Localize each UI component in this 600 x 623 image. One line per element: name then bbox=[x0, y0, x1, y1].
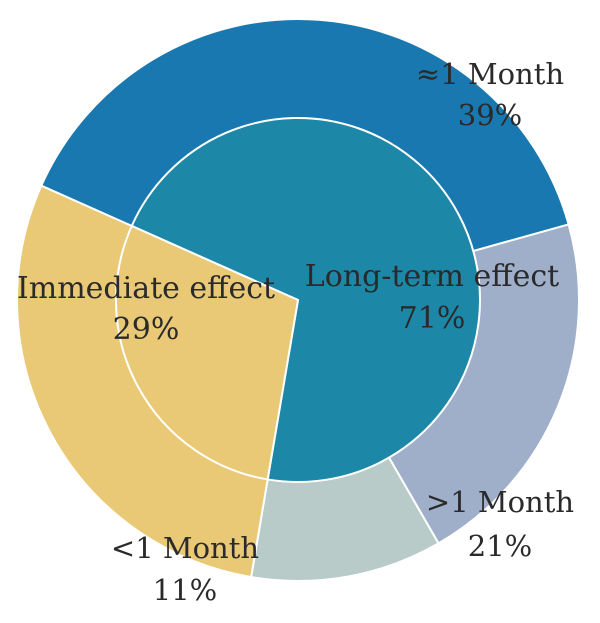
value-approx-1-month: 39% bbox=[458, 98, 522, 132]
inner-slice-long-term-effect bbox=[130, 117, 481, 483]
label-lt-1-month: <1 Month bbox=[111, 531, 259, 565]
label-immediate-effect: Immediate effect bbox=[17, 271, 275, 306]
inner-pie bbox=[114, 117, 481, 483]
inner-slice-immediate-effect bbox=[114, 224, 300, 481]
value-gt-1-month: 21% bbox=[468, 529, 532, 563]
value-immediate-effect: 29% bbox=[113, 312, 180, 347]
value-lt-1-month: 11% bbox=[153, 573, 217, 607]
label-gt-1-month: >1 Month bbox=[426, 485, 574, 519]
label-long-term-effect: Long-term effect bbox=[305, 259, 559, 294]
value-long-term-effect: 71% bbox=[399, 301, 466, 336]
label-approx-1-month: ≈1 Month bbox=[416, 57, 564, 91]
